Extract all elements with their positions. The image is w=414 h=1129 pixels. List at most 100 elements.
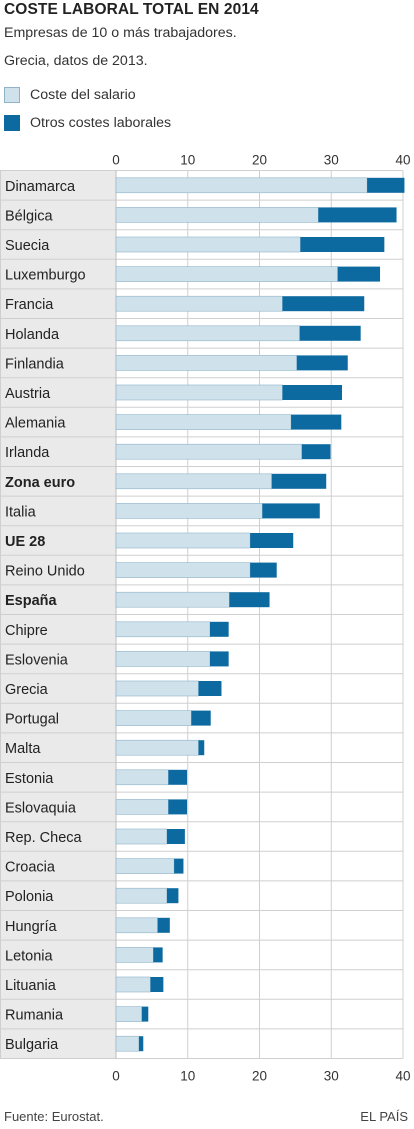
x-tick-label-top-10: 10 bbox=[180, 153, 195, 168]
legend-swatch-other bbox=[4, 115, 20, 131]
category-label-eslovaquia: Eslovaquia bbox=[5, 800, 77, 816]
category-label-holanda: Holanda bbox=[5, 327, 60, 343]
bar-other-letonia bbox=[153, 947, 163, 963]
legend-item-other: Otros costes laborales bbox=[4, 113, 171, 133]
category-label-espana: España bbox=[5, 593, 58, 609]
chart-title: COSTE LABORAL TOTAL EN 2014 bbox=[4, 1, 259, 18]
bar-other-polonia bbox=[166, 888, 179, 904]
category-label-estonia: Estonia bbox=[5, 771, 54, 787]
bar-other-francia bbox=[282, 296, 365, 312]
legend-label-other: Otros costes laborales bbox=[30, 115, 172, 131]
bar-other-alemania bbox=[291, 414, 342, 430]
x-tick-label-bottom-20: 20 bbox=[252, 1069, 267, 1084]
bar-salary-eslovaquia bbox=[115, 799, 169, 815]
bar-salary-polonia bbox=[115, 887, 168, 904]
bar-other-rumania bbox=[141, 1006, 149, 1022]
bar-other-portugal bbox=[191, 710, 211, 726]
bar-salary-dinamarca bbox=[115, 177, 368, 194]
category-label-dinamarca: Dinamarca bbox=[5, 179, 76, 195]
bar-salary-zona-euro bbox=[115, 473, 272, 490]
category-label-eslovenia: Eslovenia bbox=[5, 652, 69, 668]
bar-other-belgica bbox=[318, 207, 397, 223]
bar-other-grecia bbox=[198, 681, 222, 696]
bar-other-bulgaria bbox=[138, 1036, 144, 1052]
bar-other-suecia bbox=[300, 237, 385, 252]
bar-other-ue-28 bbox=[250, 533, 294, 548]
bar-other-espana bbox=[229, 592, 270, 608]
bar-salary-reino-unido bbox=[115, 562, 251, 578]
bar-salary-letonia bbox=[115, 947, 154, 963]
category-label-rep-checa: Rep. Checa bbox=[5, 830, 83, 846]
bar-salary-suecia bbox=[115, 236, 301, 253]
category-label-luxemburgo: Luxemburgo bbox=[5, 268, 86, 284]
bar-other-reino-unido bbox=[250, 562, 277, 578]
bar-other-eslovenia bbox=[209, 651, 229, 667]
bar-other-holanda bbox=[299, 325, 361, 341]
publisher-credit: EL PAÍS bbox=[360, 1109, 408, 1124]
bar-other-lituania bbox=[150, 977, 164, 992]
category-label-rumania: Rumania bbox=[5, 1008, 64, 1024]
bar-salary-espana bbox=[115, 591, 230, 608]
x-tick-label-bottom-0: 0 bbox=[112, 1069, 120, 1084]
category-label-reino-unido: Reino Unido bbox=[5, 564, 85, 580]
x-tick-label-top-40: 40 bbox=[395, 153, 410, 168]
bar-other-malta bbox=[198, 740, 205, 756]
bar-salary-hungria bbox=[115, 917, 158, 934]
category-label-zona-euro: Zona euro bbox=[5, 475, 75, 491]
bar-salary-chipre bbox=[115, 621, 211, 638]
bar-salary-croacia bbox=[115, 858, 175, 874]
source-note: Fuente: Eurostat. bbox=[4, 1109, 104, 1124]
bar-other-rep-checa bbox=[166, 829, 185, 844]
category-label-malta: Malta bbox=[5, 741, 41, 757]
bar-other-chipre bbox=[209, 621, 229, 637]
bar-chart: 0 0 10 10 20 20 30 30 40 40 Dinamarca Bélgica Suecia… bbox=[0, 153, 411, 1084]
bar-salary-finlandia bbox=[115, 355, 298, 371]
bar-salary-malta bbox=[115, 739, 199, 756]
bar-salary-holanda bbox=[115, 325, 300, 342]
category-label-chipre: Chipre bbox=[5, 623, 48, 639]
bar-other-luxemburgo bbox=[337, 266, 381, 282]
category-label-irlanda: Irlanda bbox=[5, 445, 50, 461]
chart-subtitle-1: Empresas de 10 o más trabajadores. bbox=[4, 25, 237, 41]
category-label-finlandia: Finlandia bbox=[5, 356, 65, 372]
bar-salary-bulgaria bbox=[115, 1035, 140, 1052]
bar-other-eslovaquia bbox=[168, 799, 188, 815]
bar-other-dinamarca bbox=[367, 177, 405, 193]
legend-item-salary: Coste del salario bbox=[4, 85, 136, 105]
legend-swatch-salary bbox=[4, 87, 20, 103]
x-tick-label-bottom-30: 30 bbox=[324, 1069, 339, 1084]
bar-salary-ue-28 bbox=[115, 532, 251, 549]
bar-other-zona-euro bbox=[271, 473, 327, 489]
category-label-austria: Austria bbox=[5, 386, 51, 402]
bar-salary-luxemburgo bbox=[115, 266, 339, 282]
x-tick-label-top-0: 0 bbox=[112, 153, 120, 168]
bar-salary-grecia bbox=[115, 680, 199, 697]
category-label-ue-28: UE 28 bbox=[5, 534, 45, 550]
bar-salary-italia bbox=[115, 503, 263, 519]
x-tick-label-top-20: 20 bbox=[252, 153, 267, 168]
bar-salary-austria bbox=[115, 384, 283, 401]
category-label-croacia: Croacia bbox=[5, 860, 56, 876]
category-label-francia: Francia bbox=[5, 297, 54, 313]
bar-salary-belgica bbox=[115, 207, 319, 223]
category-label-letonia: Letonia bbox=[5, 948, 54, 964]
category-label-suecia: Suecia bbox=[5, 238, 50, 254]
category-label-lituania: Lituania bbox=[5, 978, 57, 994]
bar-other-finlandia bbox=[296, 355, 348, 371]
category-label-bulgaria: Bulgaria bbox=[5, 1037, 59, 1053]
bar-salary-irlanda bbox=[115, 443, 303, 460]
category-label-belgica: Bélgica bbox=[5, 208, 53, 224]
category-label-italia: Italia bbox=[5, 504, 37, 520]
bar-other-irlanda bbox=[301, 444, 331, 460]
x-tick-label-bottom-40: 40 bbox=[395, 1069, 410, 1084]
x-tick-label-top-30: 30 bbox=[324, 153, 339, 168]
bar-salary-estonia bbox=[115, 769, 169, 786]
bar-salary-lituania bbox=[115, 976, 151, 993]
legend-label-salary: Coste del salario bbox=[30, 87, 136, 103]
bar-other-italia bbox=[262, 503, 320, 519]
category-label-polonia: Polonia bbox=[5, 889, 54, 905]
bar-salary-rumania bbox=[115, 1006, 143, 1022]
bar-salary-alemania bbox=[115, 414, 292, 430]
chart-subtitle-2: Grecia, datos de 2013. bbox=[4, 53, 148, 69]
bar-other-croacia bbox=[174, 858, 184, 874]
